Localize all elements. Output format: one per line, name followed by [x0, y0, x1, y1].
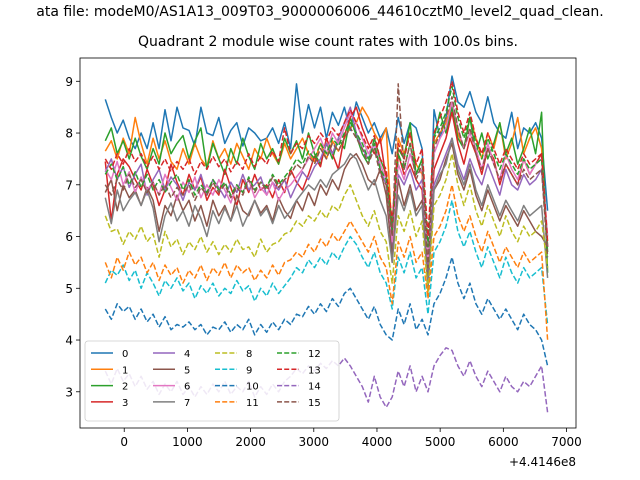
x-tick-label: 0 [120, 435, 128, 449]
x-offset-label: +4.4146e8 [509, 455, 576, 469]
x-axis: 0 1000 2000 3000 4000 5000 6000 7000 [120, 428, 582, 449]
series-7-line [104, 137, 549, 290]
x-tick-label: 3000 [299, 435, 330, 449]
y-tick-label: 5 [65, 282, 73, 296]
series-layer [104, 75, 549, 413]
legend-label-10: 10 [246, 382, 259, 393]
legend-label-13: 13 [308, 365, 321, 376]
axes-frame [79, 57, 577, 429]
x-tick-label: 2000 [235, 435, 266, 449]
series-8-line [104, 152, 549, 295]
series-5-line [104, 142, 549, 284]
y-tick-label: 8 [65, 127, 73, 141]
legend-label-2: 2 [122, 382, 128, 393]
legend-frame [84, 340, 340, 422]
legend-label-14: 14 [308, 382, 321, 393]
series-15-line [104, 83, 549, 269]
x-tick-label: 1000 [172, 435, 203, 449]
y-tick-label: 3 [65, 385, 73, 399]
series-11-line [104, 184, 549, 341]
y-tick-label: 9 [65, 75, 73, 89]
legend-label-5: 5 [184, 365, 190, 376]
chart-title: Quadrant 2 module wise count rates with … [138, 34, 518, 50]
series-13-line [104, 80, 549, 242]
legend-label-15: 15 [308, 398, 321, 409]
legend-label-4: 4 [184, 349, 190, 360]
legend-label-1: 1 [122, 365, 128, 376]
series-9-line [104, 199, 549, 325]
legend-label-12: 12 [308, 349, 321, 360]
series-10-line [104, 256, 549, 367]
series-12-line [104, 85, 549, 253]
legend-label-9: 9 [246, 365, 252, 376]
legend-label-11: 11 [246, 398, 259, 409]
x-tick-label: 5000 [425, 435, 456, 449]
series-3-line [104, 106, 549, 284]
legend-label-6: 6 [184, 382, 190, 393]
y-tick-label: 7 [65, 178, 73, 192]
y-tick-label: 4 [65, 334, 73, 348]
y-axis: 3 4 5 6 7 8 9 [65, 75, 80, 399]
x-tick-label: 7000 [551, 435, 582, 449]
figure-suptitle: ata file: modeM0/AS1A13_009T03_900000600… [36, 4, 604, 20]
legend-label-7: 7 [184, 398, 190, 409]
x-tick-label: 6000 [488, 435, 519, 449]
x-tick-label: 4000 [362, 435, 393, 449]
legend-label-3: 3 [122, 398, 128, 409]
y-tick-label: 6 [65, 230, 73, 244]
legend-label-0: 0 [122, 349, 128, 360]
legend-label-8: 8 [246, 349, 252, 360]
